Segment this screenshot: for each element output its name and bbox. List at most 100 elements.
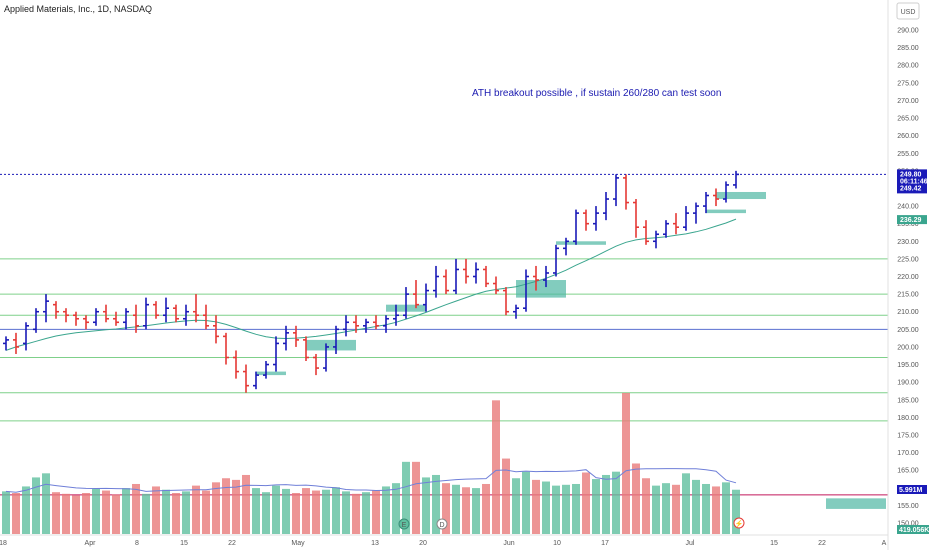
- ohlc-bar: [543, 265, 549, 288]
- y-tick-label: 210.00: [897, 309, 919, 316]
- y-tick-label: 280.00: [897, 63, 919, 70]
- ohlc-bar: [323, 343, 329, 372]
- ohlc-bar: [313, 353, 319, 376]
- volume-bar: [102, 490, 110, 534]
- demand-zone: [706, 209, 746, 214]
- ohlc-bar: [473, 262, 479, 284]
- volume-bar: [512, 478, 520, 534]
- volume-bar: [632, 463, 640, 534]
- volume-bar: [732, 489, 740, 534]
- ma-price-value: 236.29: [900, 217, 922, 224]
- volume-bars: [2, 392, 740, 534]
- x-axis-ticks: 18 Apr 8 15 22 May 13 20 Jun 10 17 Jul 15 22 A: [0, 540, 887, 547]
- volume-bar: [712, 486, 720, 534]
- y-tick-label: 285.00: [897, 45, 919, 52]
- y-tick-label: 200.00: [897, 344, 919, 351]
- volume-bar: [422, 477, 430, 534]
- volume-bar: [232, 479, 240, 534]
- volume-bar: [472, 488, 480, 534]
- prev-price-value: 249.42: [900, 185, 922, 192]
- ohlc-bar: [143, 297, 149, 330]
- x-tick-label: Jul: [686, 540, 695, 547]
- ohlc-bar: [3, 336, 9, 351]
- volume-bar: [32, 477, 40, 534]
- event-flash-icon[interactable]: [733, 517, 745, 529]
- price-scale[interactable]: [888, 0, 932, 550]
- volume-bar: [522, 471, 530, 534]
- volume-bar: [362, 492, 370, 534]
- volume-bar: [552, 485, 560, 534]
- volume-bar: [332, 487, 340, 534]
- y-tick-label: 170.00: [897, 450, 919, 457]
- ohlc-bar: [93, 308, 99, 326]
- volume-bar: [192, 485, 200, 534]
- volume-bar: [452, 484, 460, 534]
- volume-bar: [242, 474, 250, 534]
- demand-zone: [716, 191, 766, 200]
- demand-zone: [256, 371, 286, 376]
- y-tick-label: 195.00: [897, 362, 919, 369]
- y-tick-label: 165.00: [897, 468, 919, 475]
- volume-bar: [662, 483, 670, 534]
- volume-bar: [682, 473, 690, 534]
- ohlc-bar: [283, 325, 289, 351]
- ohlc-bar: [593, 206, 599, 231]
- ohlc-bar: [513, 304, 519, 319]
- x-tick-label: 18: [0, 540, 7, 547]
- y-tick-label: 190.00: [897, 380, 919, 387]
- volume-bar: [292, 493, 300, 534]
- volume-bar: [382, 486, 390, 534]
- volume-bar: [172, 493, 180, 534]
- volume-bar: [42, 473, 50, 534]
- vol-ma-tag: [897, 485, 927, 494]
- ohlc-bar: [493, 276, 499, 295]
- ohlc-bar: [263, 361, 269, 379]
- volume-bar: [312, 490, 320, 534]
- current-price-tag: [897, 169, 927, 194]
- volume-bar: [432, 474, 440, 534]
- ohlc-bar: [723, 181, 729, 203]
- currency-badge[interactable]: [896, 2, 920, 20]
- currency-label: USD: [901, 9, 916, 16]
- volume-bar: [302, 488, 310, 534]
- ohlc-bar: [663, 220, 669, 238]
- ohlc-bar: [103, 304, 109, 323]
- volume-bar: [152, 486, 160, 534]
- x-tick-label: 22: [228, 540, 236, 547]
- ohlc-bar: [623, 174, 629, 210]
- volume-bar: [2, 491, 10, 534]
- volume-bar: [322, 489, 330, 534]
- volume-bar: [142, 493, 150, 534]
- ohlc-bar: [333, 325, 339, 354]
- ohlc-bar: [273, 336, 279, 372]
- earnings-marker-icon[interactable]: [398, 518, 410, 530]
- ohlc-bar: [443, 269, 449, 295]
- volume-bar: [592, 479, 600, 534]
- ohlc-bar: [563, 237, 569, 256]
- volume-bar: [222, 478, 230, 534]
- ohlc-bar: [523, 269, 529, 312]
- ohlc-bar: [253, 371, 259, 390]
- volume-bar: [642, 478, 650, 534]
- demand-zone: [516, 280, 566, 298]
- y-tick-label: 265.00: [897, 116, 919, 123]
- ohlc-bar: [233, 350, 239, 379]
- ohlc-bar: [303, 336, 309, 362]
- volume-bar: [132, 483, 140, 534]
- y-tick-label: 155.00: [897, 503, 919, 510]
- volume-bar: [122, 488, 130, 534]
- y-tick-label: 220.00: [897, 274, 919, 281]
- countdown-value: 06:11:46: [900, 178, 928, 185]
- volume-bar: [62, 493, 70, 534]
- dividend-marker-icon[interactable]: [436, 518, 448, 530]
- ohlc-bar: [453, 258, 459, 295]
- volume-bar: [272, 485, 280, 534]
- volume-bar: [672, 484, 680, 534]
- ohlc-bar: [483, 265, 489, 288]
- ohlc-bar: [613, 174, 619, 207]
- ohlc-bar: [113, 311, 119, 326]
- volume-bar: [92, 488, 100, 534]
- ohlc-bar: [393, 304, 399, 326]
- ohlc-bar: [223, 332, 229, 365]
